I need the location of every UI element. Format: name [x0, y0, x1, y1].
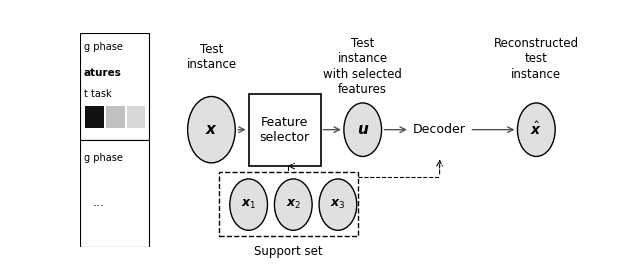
Text: atures: atures: [84, 68, 122, 78]
Text: g phase: g phase: [84, 42, 123, 52]
Bar: [80, 33, 150, 140]
Text: ...: ...: [92, 196, 104, 209]
Text: $\hat{\boldsymbol{x}}$: $\hat{\boldsymbol{x}}$: [531, 121, 542, 138]
Text: Test
instance: Test instance: [186, 43, 237, 71]
Text: t task: t task: [84, 89, 111, 99]
Ellipse shape: [518, 103, 555, 157]
Bar: [80, 140, 150, 247]
Text: Support set: Support set: [254, 245, 323, 258]
Text: Test
instance
with selected
features: Test instance with selected features: [323, 37, 402, 96]
Text: Decoder: Decoder: [413, 123, 466, 136]
Text: $\boldsymbol{x}_1$: $\boldsymbol{x}_1$: [241, 198, 257, 211]
Text: g phase: g phase: [84, 153, 123, 163]
Ellipse shape: [344, 103, 381, 157]
Text: $\boldsymbol{x}_3$: $\boldsymbol{x}_3$: [330, 198, 346, 211]
Ellipse shape: [319, 179, 356, 230]
Ellipse shape: [275, 179, 312, 230]
Bar: [127, 106, 145, 128]
Ellipse shape: [230, 179, 268, 230]
Ellipse shape: [188, 96, 236, 163]
Bar: [249, 94, 321, 166]
Text: $\boldsymbol{x}_2$: $\boldsymbol{x}_2$: [285, 198, 301, 211]
Text: Feature
selector: Feature selector: [260, 116, 310, 144]
Bar: [219, 172, 358, 236]
Bar: [85, 106, 104, 128]
Text: $\boldsymbol{x}$: $\boldsymbol{x}$: [205, 123, 218, 137]
Text: $\boldsymbol{u}$: $\boldsymbol{u}$: [356, 123, 369, 137]
Text: Reconstructed
test
instance: Reconstructed test instance: [493, 37, 579, 81]
Bar: [106, 106, 125, 128]
